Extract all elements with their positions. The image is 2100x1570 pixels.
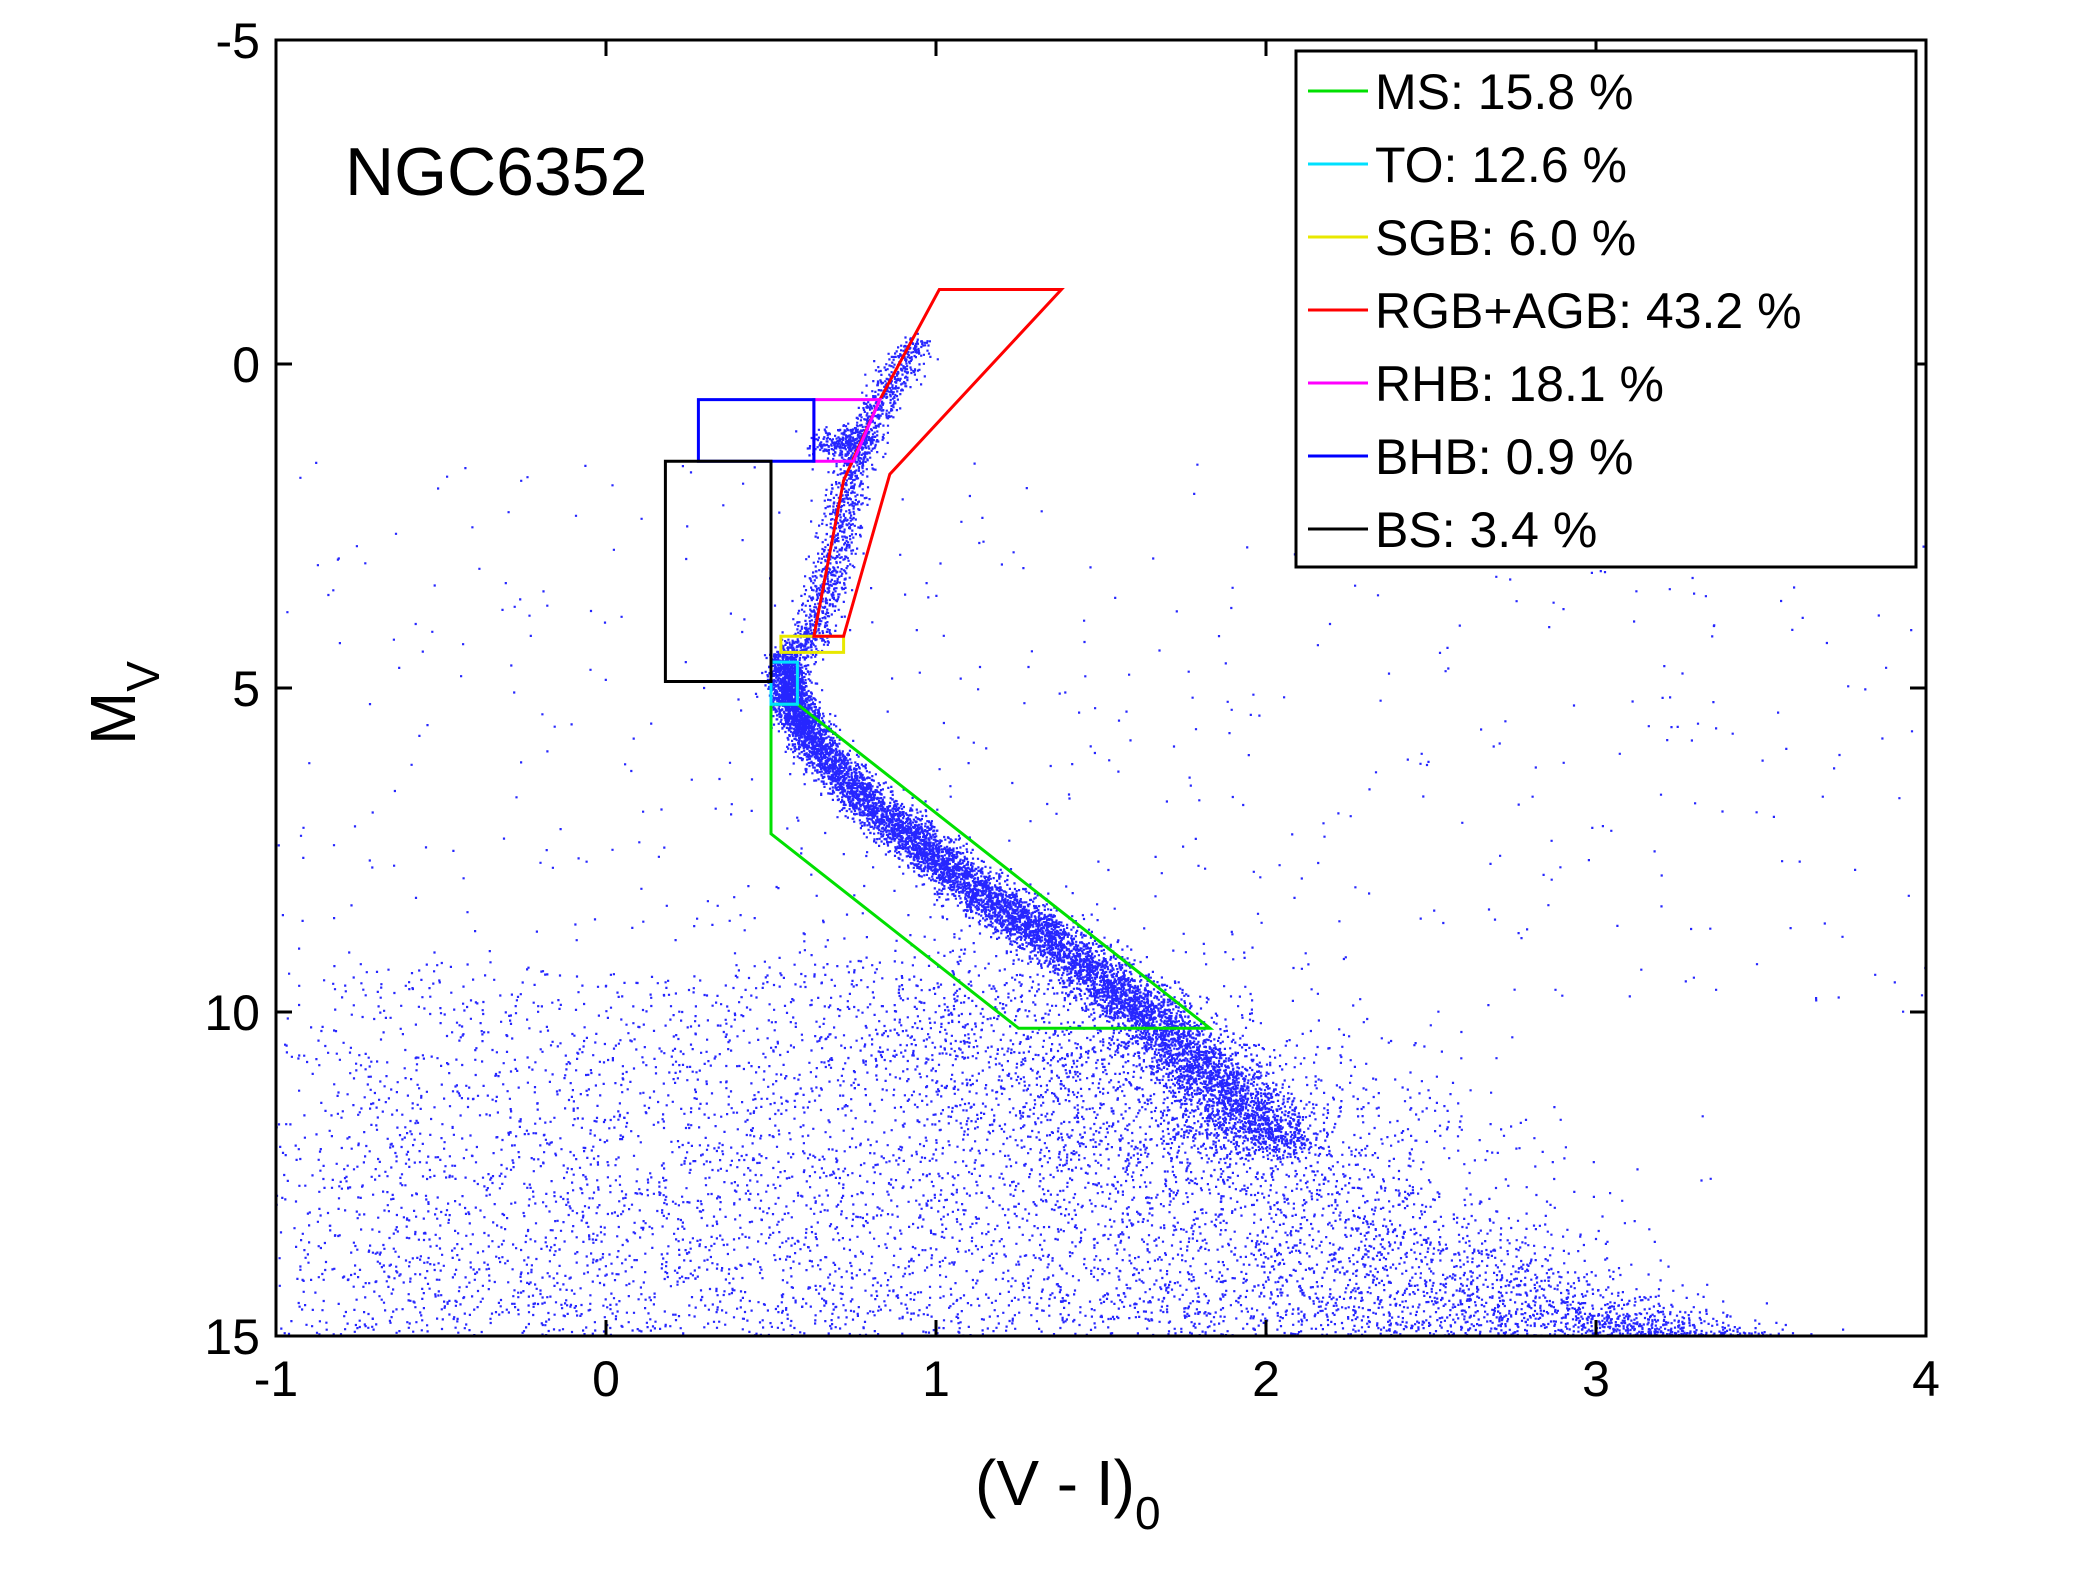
legend-label: MS: 15.8 % [1375, 64, 1633, 120]
legend-box [1294, 49, 1918, 569]
x-axis-title-subscript: 0 [1135, 1487, 1161, 1539]
legend-label: TO: 12.6 % [1375, 137, 1627, 193]
legend-label: BHB: 0.9 % [1375, 429, 1633, 485]
y-tick-label: 0 [232, 337, 260, 393]
y-axis-title-main: M [77, 692, 149, 745]
y-tick-label: 5 [232, 661, 260, 717]
legend-label: RGB+AGB: 43.2 % [1375, 283, 1802, 339]
x-axis-title-main: (V - I) [975, 1447, 1135, 1519]
x-axis-title: (V - I)0 [975, 1447, 1161, 1539]
legend-label: RHB: 18.1 % [1375, 356, 1664, 412]
region-rgb-agb [812, 288, 1065, 638]
legend: MS: 15.8 % TO: 12.6 % SGB: 6.0 % RGB+AGB: 4… [1294, 49, 1918, 569]
x-tick-label: -1 [254, 1351, 298, 1407]
region-to [769, 660, 799, 706]
y-axis-title: MV [77, 661, 169, 745]
region-bhb [696, 398, 816, 463]
axis-ticks: -1 0 1 2 3 4 -5 0 5 10 15 [204, 13, 1940, 1407]
region-outlines [663, 288, 1215, 1030]
legend-label: BS: 3.4 % [1375, 502, 1597, 558]
y-tick-label: 10 [204, 985, 260, 1041]
y-tick-label: 15 [204, 1309, 260, 1365]
x-tick-label: 3 [1582, 1351, 1610, 1407]
x-tick-label: 4 [1912, 1351, 1940, 1407]
legend-label: SGB: 6.0 % [1375, 210, 1636, 266]
region-bs [663, 459, 773, 683]
y-tick-label: -5 [216, 13, 260, 69]
y-axis-title-subscript: V [117, 661, 169, 692]
cluster-label: NGC6352 [345, 134, 647, 210]
x-tick-label: 2 [1252, 1351, 1280, 1407]
x-tick-label: 1 [922, 1351, 950, 1407]
x-tick-label: 0 [592, 1351, 620, 1407]
